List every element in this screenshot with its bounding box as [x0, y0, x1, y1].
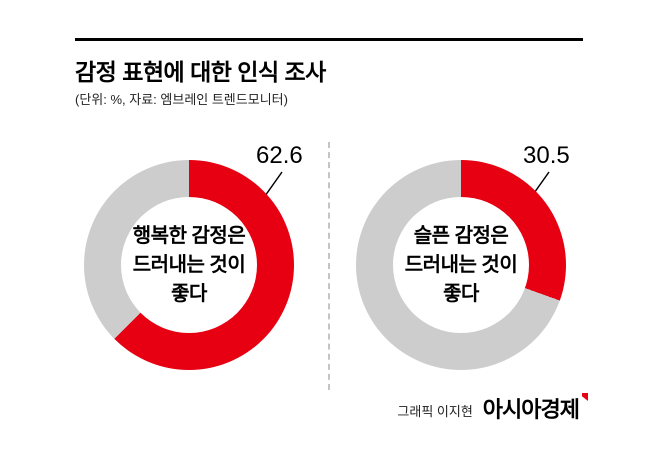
brand-accent-icon [582, 393, 588, 401]
donut-center-text-sad: 슬픈 감정은 드러내는 것이 좋다 [404, 224, 518, 305]
brand-logo: 아시아경제 [483, 392, 588, 424]
vertical-divider [328, 142, 330, 390]
chart-subtitle: (단위: %, 자료: 엠브레인 트렌드모니터) [75, 92, 288, 107]
top-rule [75, 38, 583, 41]
graphic-credit: 그래픽 이지현 [397, 404, 473, 419]
donut-center-text-happy: 행복한 감정은 드러내는 것이 좋다 [132, 224, 246, 305]
donut-hole [121, 197, 257, 333]
donut-hole [393, 197, 529, 333]
donut-chart-happy: 행복한 감정은 드러내는 것이 좋다 [84, 160, 294, 370]
donut-chart-sad: 슬픈 감정은 드러내는 것이 좋다 [356, 160, 566, 370]
value-label-sad: 30.5 [523, 142, 570, 169]
leader-line-happy [264, 171, 283, 197]
footer: 그래픽 이지현 아시아경제 [397, 392, 588, 424]
value-label-happy: 62.6 [256, 142, 303, 169]
page-title: 감정 표현에 대한 인식 조사 [75, 59, 326, 85]
